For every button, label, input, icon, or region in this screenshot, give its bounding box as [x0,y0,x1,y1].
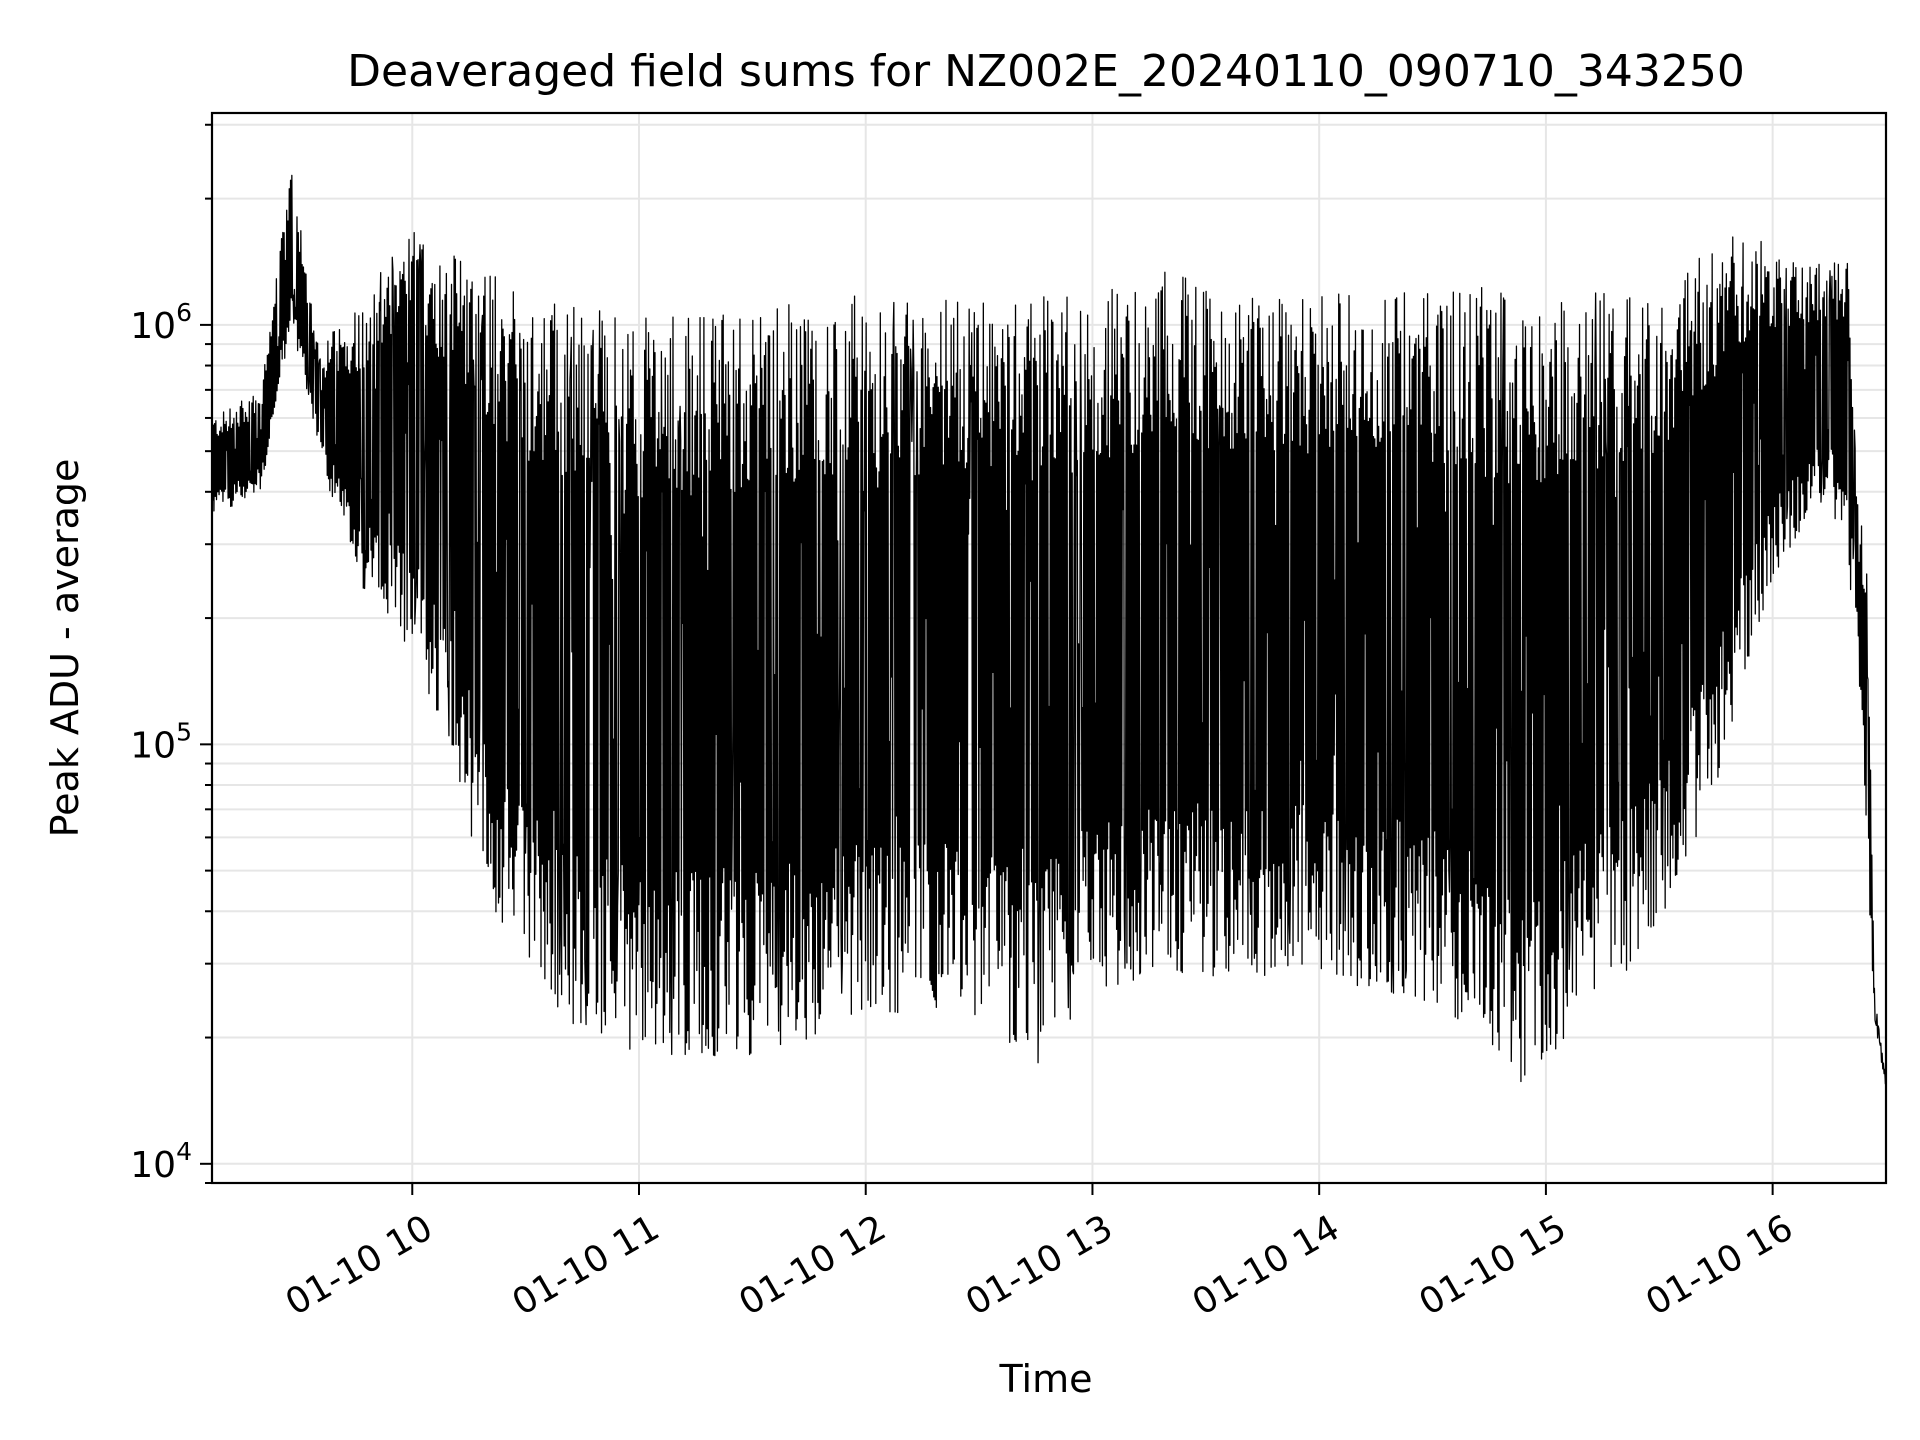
y-tick-label: 104 [130,1137,192,1186]
y-tick-base: 10 [130,1145,176,1186]
x-tick-label: 01-10 15 [1413,1207,1574,1323]
y-tick-base: 10 [130,725,176,766]
series-line [211,174,1887,1085]
x-axis-label: Time [999,1357,1093,1401]
y-tick-label: 106 [130,298,192,347]
x-tick-label: 01-10 12 [732,1207,893,1323]
y-tick-exponent: 4 [176,1137,192,1166]
y-tick-exponent: 6 [176,298,192,327]
x-tick-label: 01-10 16 [1639,1207,1800,1323]
chart-title: Deaveraged field sums for NZ002E_2024011… [347,46,1745,97]
y-tick-exponent: 5 [176,717,192,746]
plot-frame [210,111,1888,1185]
x-axis: 01-10 10 01-10 11 01-10 12 01-10 13 01-10 14… [279,1183,1800,1324]
x-tick-label: 01-10 11 [506,1207,667,1323]
x-tick-label: 01-10 14 [1186,1207,1347,1323]
x-tick-label: 01-10 10 [279,1207,440,1323]
series-layer [211,174,1887,1085]
y-axis-label: Peak ADU - average [43,459,87,838]
y-tick-label: 105 [130,717,192,766]
y-tick-base: 10 [130,306,176,347]
x-tick-label: 01-10 13 [959,1207,1120,1323]
